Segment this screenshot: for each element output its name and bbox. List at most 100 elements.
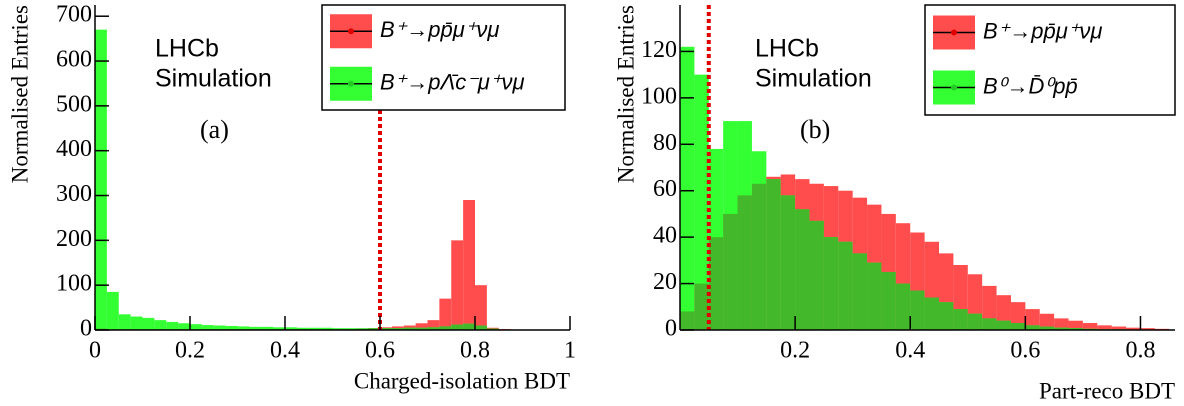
bar <box>308 327 321 330</box>
bar <box>451 240 464 330</box>
overlap-bar <box>939 302 954 330</box>
x-tick-label: 0.2 <box>175 338 205 364</box>
bar <box>237 326 250 330</box>
overlap-bar <box>751 183 767 330</box>
bar <box>225 325 238 330</box>
bar <box>106 291 119 330</box>
overlap-bar <box>910 290 925 330</box>
legend-label: B⁺→pp̄μ⁺νμ <box>380 17 499 42</box>
x-tick-label: 0.6 <box>365 338 395 364</box>
panel: 0 100 200 300 400 500 600 700 0 0.2 0.4 0.6 0.8 1 Char… <box>7 2 576 394</box>
bar <box>427 320 440 330</box>
overlap-bar <box>852 253 868 330</box>
overlap-bar <box>867 262 882 330</box>
bar <box>1082 323 1098 330</box>
overlap-bar <box>982 318 997 330</box>
bar <box>273 327 285 330</box>
bar <box>213 325 226 330</box>
bar <box>1054 318 1069 330</box>
y-tick-label: 20 <box>653 269 677 295</box>
bar <box>1068 320 1083 330</box>
overlap-bar <box>881 271 896 330</box>
y-tick-label: 0 <box>80 316 92 342</box>
overlap-bar <box>795 209 810 330</box>
x-tick-label: 0 <box>89 338 101 364</box>
overlap-bar <box>391 328 404 330</box>
panel: 0 20 40 60 80 100 120 0.2 0.4 0.6 0.8 Part-reco BDT… <box>613 4 1176 403</box>
overlap-bar <box>967 313 983 330</box>
y-tick-label: 700 <box>56 2 92 28</box>
bar <box>680 46 695 331</box>
y-tick-label: 0 <box>665 316 677 342</box>
overlap-bar <box>1054 327 1069 330</box>
overlap-bar <box>1010 323 1026 330</box>
bar <box>1097 325 1112 330</box>
y-tick-label: 400 <box>56 136 92 162</box>
legend-dot <box>348 80 354 87</box>
overlap-bar <box>694 283 709 330</box>
legend-label: B⁺→pΛ̄c⁻μ⁺νμ <box>380 70 525 95</box>
overlap-bar <box>838 241 853 330</box>
overlap-bar <box>403 327 416 330</box>
x-tick-label: 1 <box>564 338 576 364</box>
bar <box>249 326 262 330</box>
overlap-bar <box>996 320 1011 330</box>
legend-dot <box>951 29 957 36</box>
overlap-bar <box>439 326 452 330</box>
overlap-bar <box>1039 326 1055 330</box>
annotation: Simulation <box>155 65 272 93</box>
overlap-bar <box>823 237 839 330</box>
y-tick-label: 80 <box>653 130 677 156</box>
y-tick-label: 300 <box>56 181 92 207</box>
legend-label: B⁺→pp̄μ⁺νμ <box>983 18 1102 43</box>
y-tick-label: 200 <box>56 226 92 252</box>
x-tick-label: 0.6 <box>1010 338 1040 364</box>
bar <box>1126 327 1141 330</box>
bar <box>1039 313 1055 330</box>
y-tick-label: 100 <box>641 83 677 109</box>
overlap-bar <box>708 237 724 330</box>
overlap-bar <box>924 297 940 330</box>
y-tick-label: 60 <box>653 176 677 202</box>
bar <box>166 321 179 330</box>
x-tick-label: 0.4 <box>895 338 925 364</box>
annotation: (b) <box>800 115 830 144</box>
y-axis-label: Normalised Entries <box>7 5 32 183</box>
x-tick-label: 0.4 <box>270 338 300 364</box>
y-tick-label: 40 <box>653 223 677 249</box>
overlap-bar <box>953 309 968 330</box>
overlap-bar <box>380 328 392 330</box>
bar <box>261 326 274 330</box>
x-axis-label: Part-reco BDT <box>1039 378 1175 403</box>
overlap-bar <box>809 220 824 330</box>
bar <box>95 29 107 330</box>
overlap-bar <box>368 328 380 330</box>
overlap-bar <box>766 179 781 330</box>
y-tick-label: 600 <box>56 47 92 73</box>
overlap-bar <box>780 195 796 330</box>
y-tick-label: 100 <box>56 271 92 297</box>
bar <box>463 200 475 330</box>
overlap-bar <box>451 324 464 330</box>
overlap-bar <box>1068 328 1083 330</box>
bar <box>475 285 487 330</box>
bar <box>1111 326 1127 330</box>
y-tick-label: 500 <box>56 91 92 117</box>
annotation: LHCb <box>755 35 819 63</box>
bar <box>118 314 131 330</box>
bar <box>296 327 309 330</box>
bar <box>201 325 214 330</box>
overlap-bar <box>1025 325 1040 330</box>
annotation: LHCb <box>155 35 219 63</box>
bar <box>178 323 190 330</box>
overlap-bar <box>895 283 911 330</box>
overlap-bar <box>737 195 752 330</box>
bar <box>154 320 167 330</box>
legend-dot <box>951 84 957 91</box>
bar <box>142 317 155 330</box>
x-axis-label: Charged-isolation BDT <box>354 368 570 393</box>
bar <box>285 327 297 330</box>
overlap-bar <box>427 327 440 330</box>
overlap-bar <box>475 325 487 330</box>
bar <box>415 323 428 330</box>
